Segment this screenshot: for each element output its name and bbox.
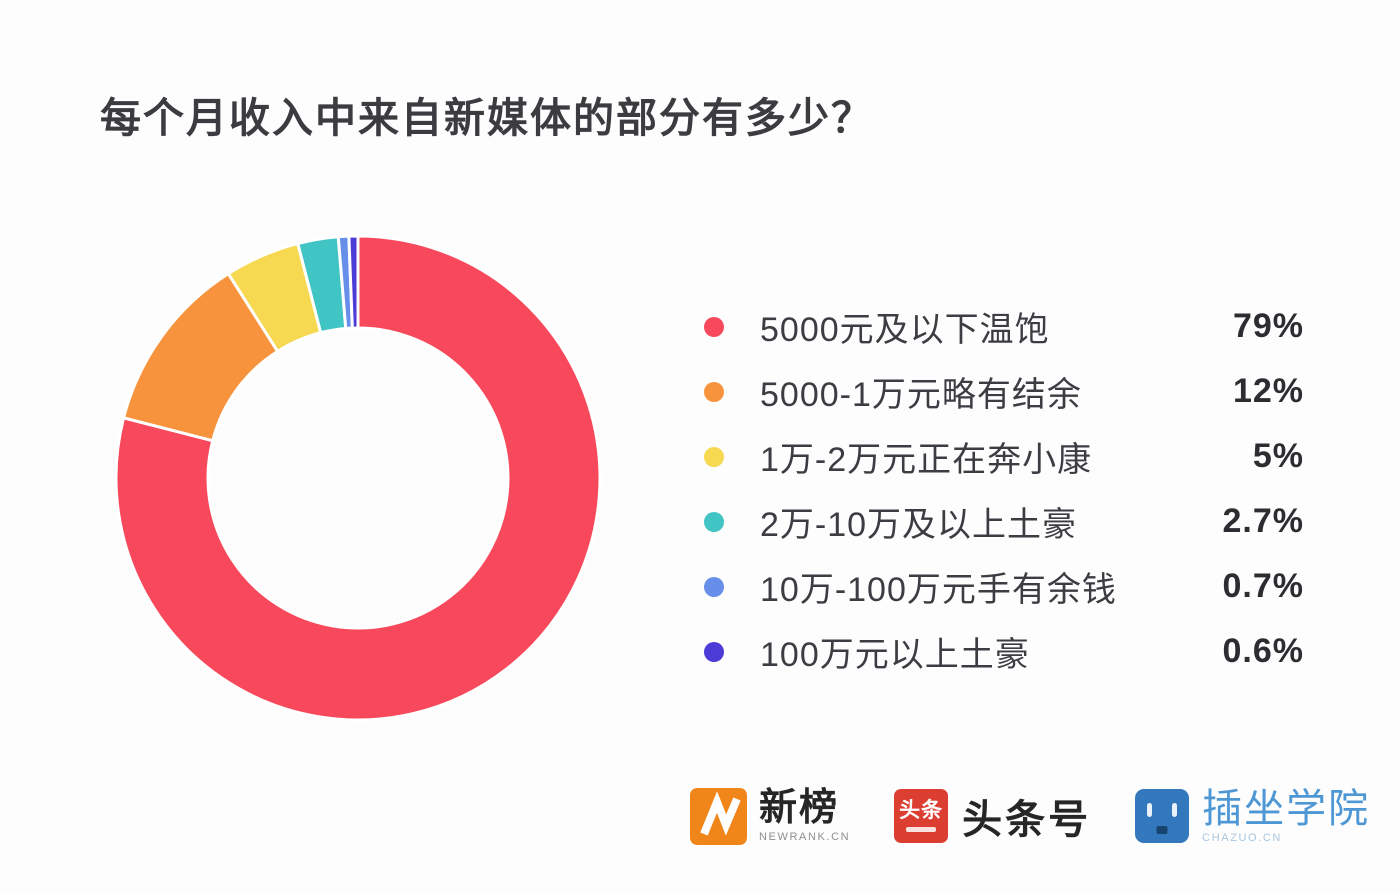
newrank-text: 新榜 NEWRANK.CN (759, 787, 851, 843)
legend-label: 100万元以上土豪 (760, 636, 1030, 674)
legend-value: 12% (1232, 372, 1304, 410)
legend-dot (704, 316, 724, 337)
legend-item: 2万-10万及以上土豪 2.7% (704, 489, 1304, 554)
legend-value: 0.6% (1222, 632, 1304, 670)
chazuo-logo: 插坐学院 CHAZUO.CN (1135, 788, 1370, 844)
legend-label: 2万-10万及以上土豪 (760, 506, 1078, 544)
newrank-lightning-icon (690, 787, 747, 845)
newrank-logo: 新榜 NEWRANK.CN (690, 787, 851, 845)
legend-value: 79% (1232, 307, 1304, 345)
chazuo-face-icon (1135, 789, 1190, 843)
legend-label: 10万-100万元手有余钱 (760, 571, 1117, 609)
legend-dot (704, 576, 724, 597)
footer-logos: 新榜 NEWRANK.CN 头条 头条号 插坐学院 CHAZUO.CN (690, 774, 1370, 858)
legend-value: 2.7% (1222, 502, 1304, 540)
chazuo-name: 插坐学院 (1202, 787, 1371, 831)
chazuo-text: 插坐学院 CHAZUO.CN (1202, 788, 1370, 844)
newrank-name: 新榜 (759, 787, 840, 830)
legend-item: 1万-2万元正在奔小康 5% (704, 424, 1304, 489)
legend-item: 100万元以上土豪 0.6% (704, 619, 1304, 684)
legend-dot (704, 641, 724, 662)
chazuo-eye-right (1172, 803, 1178, 817)
legend-dot (704, 381, 724, 402)
legend-item: 5000元及以下温饱 79% (704, 294, 1304, 359)
toutiao-icon-bar (906, 827, 937, 832)
legend-item: 10万-100万元手有余钱 0.7% (704, 554, 1304, 619)
legend-item: 5000-1万元略有结余 12% (704, 359, 1304, 424)
chazuo-eye-left (1147, 803, 1153, 817)
chazuo-subtext: CHAZUO.CN (1202, 832, 1282, 844)
legend-value: 5% (1252, 437, 1304, 475)
donut-segment (114, 234, 602, 722)
legend-dot (704, 446, 724, 467)
donut-chart-svg (114, 234, 602, 722)
donut-segment (347, 234, 360, 330)
toutiao-icon: 头条 (894, 789, 949, 843)
page-title: 每个月收入中来自新媒体的部分有多少？ (100, 95, 874, 141)
newrank-subtext: NEWRANK.CN (759, 830, 851, 843)
legend-label: 1万-2万元正在奔小康 (760, 441, 1093, 479)
chazuo-mouth (1156, 826, 1168, 834)
legend-label: 5000-1万元略有结余 (760, 376, 1082, 414)
toutiao-name: 头条号 (962, 798, 1092, 842)
legend: 5000元及以下温饱 79% 5000-1万元略有结余 12% 1万-2万元正在奔小康 5… (704, 294, 1304, 684)
legend-dot (704, 511, 724, 532)
toutiao-logo: 头条 头条号 (894, 787, 1091, 845)
toutiao-icon-text: 头条 (899, 799, 944, 822)
legend-value: 0.7% (1222, 567, 1304, 605)
donut-chart (108, 228, 608, 728)
legend-label: 5000元及以下温饱 (760, 311, 1050, 349)
